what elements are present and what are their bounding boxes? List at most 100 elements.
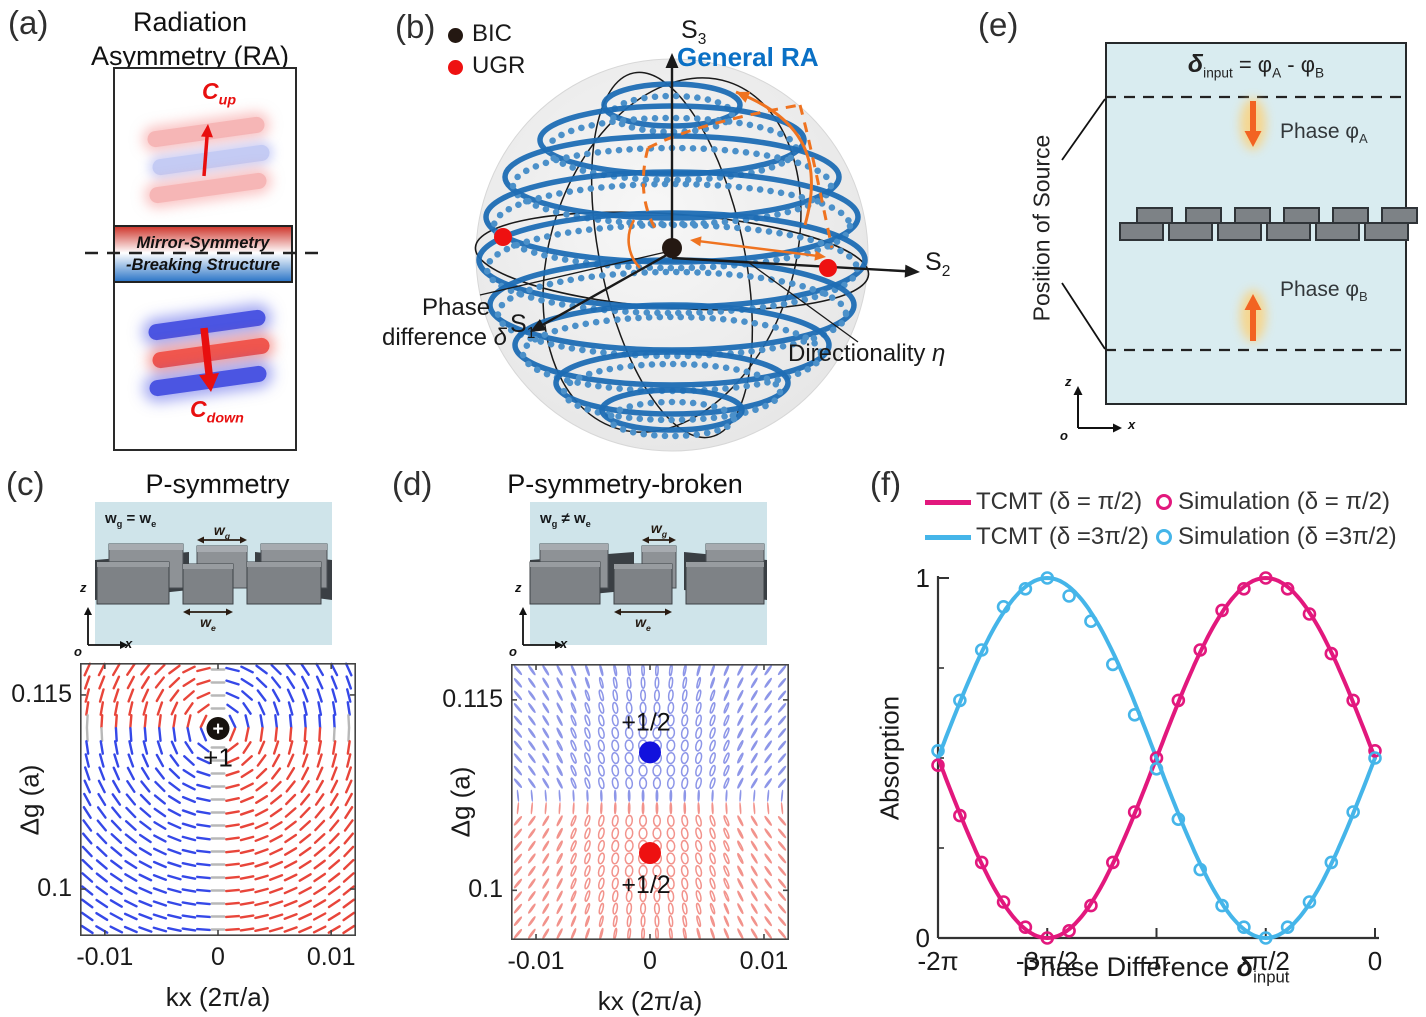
polarization-ellipse bbox=[669, 802, 673, 815]
polarization-segment bbox=[225, 927, 241, 932]
polarization-ellipse bbox=[709, 777, 716, 790]
polarization-ellipse bbox=[625, 814, 634, 827]
simulation-point bbox=[1193, 643, 1208, 657]
polarization-ellipse bbox=[513, 728, 523, 738]
polarization-segment bbox=[195, 927, 211, 932]
polarization-ellipse bbox=[626, 689, 633, 702]
phase-difference-axis-label: Phase Difference δinput bbox=[1023, 952, 1290, 987]
polarization-segment bbox=[81, 898, 94, 909]
simulation-point bbox=[953, 808, 967, 823]
polarization-segment bbox=[315, 675, 324, 690]
panel-e-tag: (e) bbox=[978, 6, 1019, 43]
half-charge-marker bbox=[639, 842, 661, 865]
charge-label: +1/2 bbox=[621, 708, 670, 736]
polarization-segment bbox=[318, 714, 322, 729]
polarization-ellipse bbox=[750, 715, 758, 726]
directionality-pointer-line bbox=[747, 261, 859, 343]
x-tick-label: -3π/2 bbox=[1015, 946, 1079, 976]
polarization-ellipse bbox=[641, 789, 645, 802]
g-sub: g bbox=[551, 519, 558, 529]
polarization-segment bbox=[113, 740, 119, 755]
e-sub: e bbox=[151, 519, 157, 529]
polarization-segment bbox=[167, 861, 182, 868]
polarization-ellipse bbox=[750, 915, 758, 927]
polarization-ellipse bbox=[764, 765, 773, 776]
block-top-face bbox=[97, 562, 169, 567]
c-up-label: Cup bbox=[202, 78, 236, 109]
s1-main: S bbox=[510, 310, 527, 338]
polarization-ellipse bbox=[652, 864, 662, 878]
polarization-segment bbox=[196, 862, 211, 867]
polarization-segment bbox=[139, 807, 152, 818]
polarization-ellipse bbox=[695, 839, 703, 852]
polarization-ellipse bbox=[667, 889, 675, 903]
polarization-ellipse bbox=[513, 677, 523, 688]
polarization-ellipse bbox=[527, 853, 536, 864]
polarization-ellipse bbox=[696, 915, 702, 928]
polarization-ellipse bbox=[766, 802, 770, 815]
wg-neq-we-label: wg ≠ we bbox=[540, 510, 591, 529]
polarization-ellipse bbox=[572, 789, 575, 802]
polarization-ellipse bbox=[652, 827, 662, 840]
polarization-segment bbox=[287, 740, 294, 755]
polarization-segment bbox=[96, 806, 107, 819]
polarization-segment bbox=[254, 848, 269, 855]
polarization-segment bbox=[284, 847, 298, 856]
polarization-segment bbox=[156, 740, 164, 755]
phase-difference-pointer-line bbox=[479, 251, 667, 296]
p-symmetry-broken-field-plot: +1/2 +1/2 bbox=[511, 664, 789, 940]
polarization-ellipse bbox=[764, 778, 773, 789]
polarization-segment bbox=[153, 821, 167, 830]
polarization-ellipse bbox=[777, 866, 787, 876]
polarization-ellipse bbox=[513, 690, 523, 701]
polarization-segment bbox=[181, 888, 197, 893]
polarization-ellipse bbox=[709, 915, 716, 928]
polarization-ellipse bbox=[750, 815, 758, 827]
polarization-segment bbox=[225, 691, 240, 700]
polarization-ellipse bbox=[666, 827, 676, 840]
polarization-ellipse bbox=[611, 852, 620, 865]
y-axis-label: Δg (a) bbox=[14, 764, 45, 835]
polarization-segment bbox=[167, 821, 182, 830]
polarization-ellipse bbox=[542, 752, 550, 764]
x-tick-label: -2π bbox=[917, 946, 959, 976]
block-top-face bbox=[197, 546, 247, 552]
polarization-ellipse bbox=[764, 865, 773, 877]
we-main: w bbox=[200, 614, 212, 630]
polarization-segment bbox=[182, 677, 196, 688]
polarization-segment bbox=[111, 779, 121, 794]
polarization-segment bbox=[343, 832, 354, 845]
panel-b-tag: (b) bbox=[395, 8, 436, 45]
polarization-ellipse bbox=[599, 664, 604, 677]
polarization-ellipse bbox=[681, 902, 688, 915]
polarization-segment bbox=[225, 901, 241, 906]
panel-a-title-line1: Radiation bbox=[132, 7, 248, 37]
grating-block-lower bbox=[1364, 222, 1409, 241]
simulation-point bbox=[1171, 693, 1186, 708]
polarization-ellipse bbox=[513, 778, 523, 789]
polarization-segment bbox=[124, 886, 138, 895]
polarization-ellipse bbox=[737, 865, 744, 877]
polarization-ellipse bbox=[777, 828, 787, 839]
polarization-ellipse bbox=[709, 814, 716, 827]
legend-label-ugr: UGR bbox=[472, 52, 526, 79]
polarization-ellipse bbox=[627, 789, 631, 802]
polarization-ellipse bbox=[611, 864, 620, 878]
polarization-ellipse bbox=[556, 852, 563, 865]
e-origin-label: o bbox=[1060, 428, 1068, 443]
simulation-point bbox=[1237, 581, 1251, 596]
polarization-segment bbox=[126, 675, 135, 690]
e-sub: e bbox=[585, 519, 591, 529]
ra-trajectory-ring bbox=[553, 349, 791, 417]
polarization-ellipse bbox=[586, 789, 589, 802]
polarization-segment bbox=[254, 821, 269, 830]
ra-trajectory-dots bbox=[606, 398, 738, 440]
polarization-ellipse bbox=[709, 714, 716, 727]
polarization-segment bbox=[228, 727, 237, 742]
s3-main: S bbox=[681, 16, 698, 44]
delta-symbol: δ bbox=[493, 324, 507, 351]
simulation-point bbox=[1127, 805, 1142, 819]
legend-label-sim-3pi2: Simulation (δ =3π/2) bbox=[1178, 523, 1397, 550]
polarization-ellipse bbox=[626, 676, 632, 689]
polarization-segment bbox=[80, 924, 94, 935]
